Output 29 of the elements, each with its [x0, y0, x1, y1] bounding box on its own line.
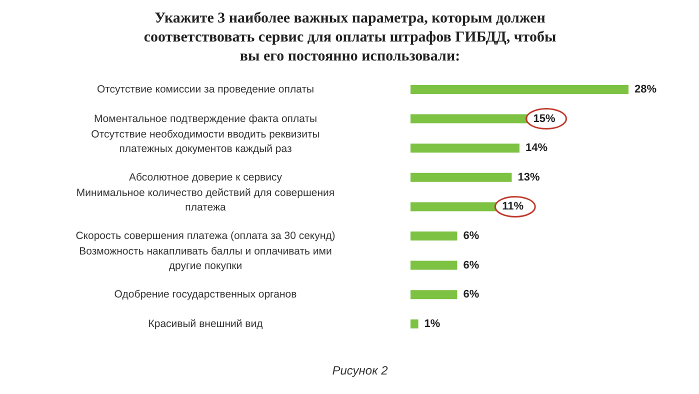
chart-title: Укажите 3 наиболее важных параметра, которым должен соответствовать сервис для оплаты штрафов ГИБДД, чтобы вы его постоянно использовали:	[144, 10, 556, 64]
y-tick-label: Одобрение государственных органов	[114, 288, 298, 301]
y-tick-label: Отсутствие комиссии за проведение оплаты	[96, 84, 314, 96]
y-tick-label: Моментальное подтверждение факта оплаты	[94, 112, 318, 125]
y-tick-label: Возможность накапливать баллы и оплачивать ими другие покупки	[79, 246, 332, 272]
data-label: 28%	[634, 84, 657, 96]
data-label: 14%	[526, 142, 548, 154]
bar	[410, 319, 418, 328]
data-label: 6%	[463, 259, 480, 272]
bar	[410, 144, 520, 153]
data-label: 1%	[424, 318, 440, 330]
bar	[410, 232, 458, 240]
y-tick-label: Минимальное количество действий для совершения платежа	[76, 187, 335, 214]
y-tick-label: Красивый внешний вид	[148, 318, 263, 330]
data-label: 11%	[502, 200, 524, 213]
bar	[410, 260, 458, 270]
y-tick-label: Скорость совершения платежа (оплата за 30 секунд)	[76, 230, 336, 242]
bar	[410, 172, 512, 182]
y-tick-label: Абсолютное доверие к сервису	[129, 171, 283, 184]
data-label: 15%	[533, 112, 556, 125]
bar	[410, 202, 496, 212]
text: Рисунок 2	[332, 364, 388, 378]
data-label: 6%	[463, 230, 480, 242]
bar	[410, 290, 458, 300]
bar	[410, 85, 629, 94]
data-label: 6%	[463, 288, 480, 301]
bar	[410, 114, 528, 124]
y-tick-label: Отсутствие необходимости вводить реквизиты платежных документов каждый раз	[91, 128, 320, 155]
data-label: 13%	[518, 171, 540, 184]
